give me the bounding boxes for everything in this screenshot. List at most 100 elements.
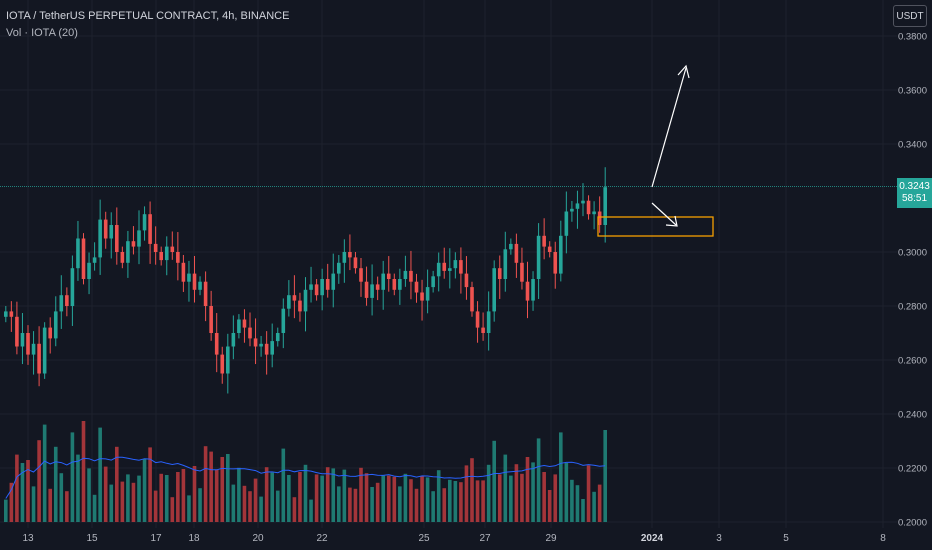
volume-bar bbox=[198, 488, 202, 522]
volume-bar bbox=[536, 438, 541, 522]
volume-bar bbox=[26, 460, 30, 522]
price-axis[interactable]: 0.3800 0.3600 0.3400 0.3000 0.2800 0.2600 0.24… bbox=[898, 32, 927, 529]
chart-title[interactable]: IOTA / TetherUS PERPETUAL CONTRACT, 4h, … bbox=[6, 10, 290, 22]
volume-bar bbox=[176, 472, 180, 522]
volume-bar bbox=[337, 486, 341, 522]
volume-bar bbox=[203, 446, 208, 522]
support-zone-box[interactable] bbox=[597, 216, 714, 237]
candle-body bbox=[292, 295, 297, 301]
candle-body bbox=[81, 238, 86, 279]
candle-body bbox=[442, 262, 447, 271]
volume-bar bbox=[9, 482, 14, 522]
volume-bar bbox=[270, 472, 274, 522]
candle-body bbox=[298, 300, 302, 312]
time-tick-label: 22 bbox=[316, 533, 328, 544]
candle-body bbox=[242, 319, 247, 328]
candle-body bbox=[103, 219, 108, 239]
candle-body bbox=[203, 281, 208, 306]
candle-body bbox=[264, 343, 269, 355]
candle-body bbox=[531, 279, 535, 301]
volume-bar bbox=[398, 486, 402, 522]
candle-body bbox=[164, 246, 169, 261]
candle-body bbox=[359, 268, 363, 282]
volume-bar bbox=[553, 474, 558, 522]
candle-body bbox=[209, 306, 213, 333]
volume-bar bbox=[331, 468, 336, 522]
candle-body bbox=[464, 273, 469, 288]
volume-bar bbox=[586, 465, 591, 522]
volume-bar bbox=[181, 469, 186, 522]
candle-body bbox=[237, 319, 241, 333]
candle-body bbox=[353, 257, 358, 269]
volume-bar bbox=[48, 488, 52, 522]
candle-body bbox=[375, 284, 380, 290]
volume-bar bbox=[298, 472, 302, 522]
candle-body bbox=[348, 252, 352, 258]
volume-bar bbox=[76, 454, 80, 522]
candle-body bbox=[281, 308, 286, 333]
volume-bar bbox=[65, 491, 69, 522]
volume-bar bbox=[459, 482, 463, 522]
volume-bar bbox=[109, 484, 114, 522]
currency-button[interactable]: USDT bbox=[893, 5, 927, 27]
candle-body bbox=[337, 262, 341, 274]
volume-bar bbox=[342, 469, 347, 522]
volume-bar bbox=[425, 477, 430, 522]
candle-body bbox=[547, 246, 552, 252]
volume-bar bbox=[409, 479, 413, 522]
volume-bar bbox=[92, 494, 97, 522]
volume-ma-line bbox=[5, 456, 606, 499]
price-tick-label: 0.2000 bbox=[898, 518, 927, 529]
candle-body bbox=[592, 211, 596, 215]
volume-bar bbox=[103, 466, 108, 522]
volume-bar bbox=[42, 424, 47, 522]
candle-body bbox=[325, 279, 330, 290]
candle-body bbox=[192, 273, 197, 290]
candle-body bbox=[342, 252, 347, 263]
volume-bar bbox=[70, 432, 75, 522]
time-tick-label: 27 bbox=[479, 533, 491, 544]
volume-bar bbox=[581, 499, 585, 522]
price-tick-label: 0.3800 bbox=[898, 32, 927, 43]
candle-body bbox=[570, 208, 574, 212]
time-tick-label: 8 bbox=[880, 533, 886, 544]
candle-body bbox=[581, 200, 585, 204]
candle-body bbox=[597, 211, 602, 225]
candle-body bbox=[115, 225, 119, 252]
candle-body bbox=[270, 341, 274, 355]
last-price-value: 0.3243 bbox=[899, 181, 930, 192]
volume-bar bbox=[320, 475, 324, 522]
volume-bar bbox=[570, 479, 574, 522]
candle-body bbox=[231, 333, 236, 347]
candle-body bbox=[559, 235, 563, 274]
candle-body bbox=[486, 311, 491, 333]
volume-bar bbox=[87, 468, 91, 522]
volume-bar bbox=[392, 476, 397, 522]
candle-body bbox=[398, 279, 402, 290]
volume-bar bbox=[470, 458, 474, 522]
candle-body bbox=[436, 262, 441, 277]
volume-bar bbox=[514, 464, 519, 522]
candle-body bbox=[131, 241, 136, 247]
volume-bar bbox=[603, 430, 607, 522]
volume-bar bbox=[248, 491, 252, 522]
candle-body bbox=[492, 268, 496, 312]
candle-body bbox=[392, 279, 397, 290]
volume-bar bbox=[142, 458, 147, 522]
candle-body bbox=[409, 270, 413, 282]
candle-body bbox=[9, 311, 14, 317]
candle-body bbox=[170, 246, 175, 252]
candle-body bbox=[187, 273, 191, 282]
time-axis[interactable]: 13 15 17 18 20 22 25 27 29 2024 3 5 8 bbox=[22, 533, 886, 544]
volume-indicator-label[interactable]: Vol · IOTA (20) bbox=[6, 27, 78, 39]
down-arrow[interactable] bbox=[651, 202, 678, 227]
volume-bar bbox=[359, 467, 363, 522]
candle-body bbox=[181, 262, 186, 282]
candle-body bbox=[403, 270, 408, 279]
candle-body bbox=[126, 241, 130, 263]
candle-body bbox=[370, 284, 374, 298]
candle-body bbox=[309, 284, 313, 290]
up-arrow[interactable] bbox=[651, 64, 690, 188]
volume-bar bbox=[420, 476, 424, 522]
